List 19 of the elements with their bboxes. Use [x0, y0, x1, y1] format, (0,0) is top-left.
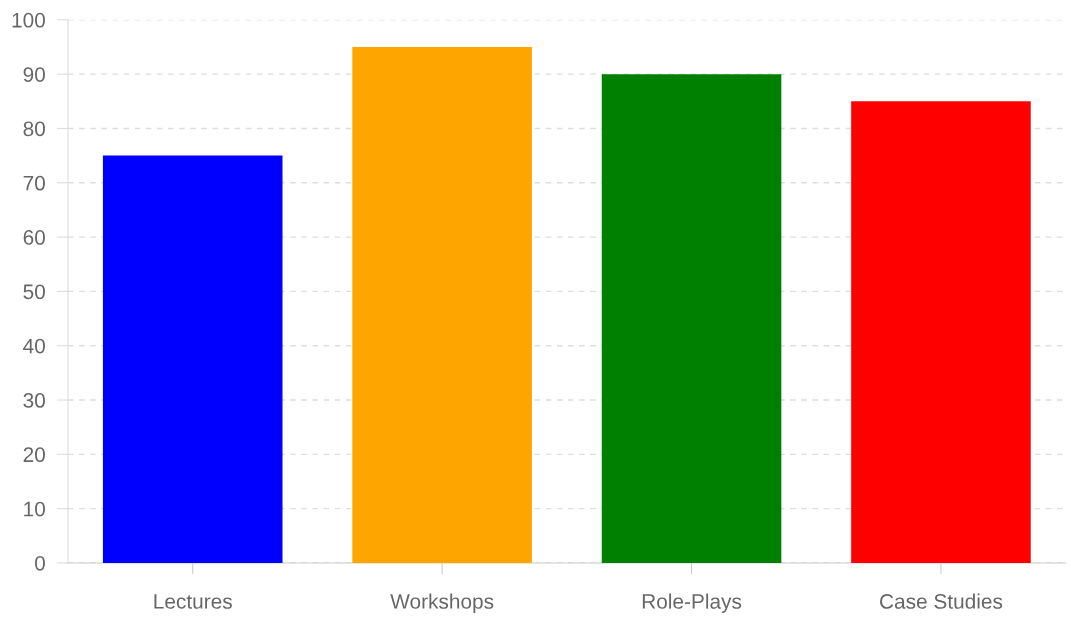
x-tick-label: Lectures [154, 594, 232, 609]
x-tick-label: Workshops [390, 593, 494, 613]
y-tick-label: 0 [35, 555, 45, 571]
bar [601, 74, 782, 563]
bar [352, 47, 532, 563]
bar [102, 155, 283, 563]
y-tick-label: 30 [23, 393, 45, 408]
y-tick-label: 40 [23, 338, 45, 354]
y-tick-label: 20 [23, 447, 45, 463]
y-tick-label: 60 [23, 230, 45, 245]
y-tick-label: 80 [23, 121, 45, 137]
x-tick-label: Case Studies [880, 593, 1003, 609]
y-tick-label: 10 [24, 501, 45, 517]
y-tick-label: 70 [23, 175, 45, 191]
y-tick-label: 100 [12, 12, 45, 28]
y-tick-label: 50 [23, 284, 45, 300]
bar [851, 101, 1031, 563]
y-tick-label: 90 [23, 67, 45, 82]
x-tick-label: Role-Plays [642, 593, 742, 613]
